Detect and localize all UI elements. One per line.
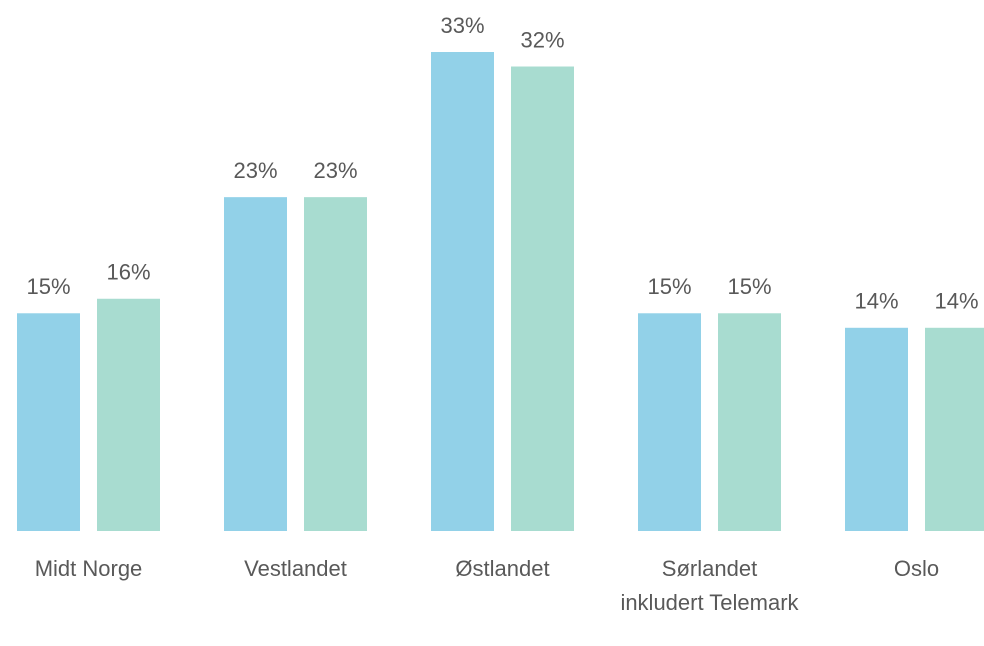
bar — [638, 313, 701, 531]
bar — [511, 66, 574, 532]
bar — [97, 298, 160, 531]
value-label: 14% — [854, 289, 898, 314]
value-label: 14% — [934, 289, 978, 314]
value-label: 16% — [106, 260, 150, 285]
value-label: 32% — [520, 27, 564, 52]
value-label: 33% — [440, 13, 484, 38]
bar — [224, 197, 287, 531]
value-label: 23% — [233, 158, 277, 183]
x-tick-label: Midt Norge — [34, 556, 143, 581]
value-label: 15% — [26, 274, 70, 299]
bar — [925, 327, 984, 531]
value-label: 15% — [647, 274, 691, 299]
x-tick-label: Vestlandet — [244, 556, 347, 581]
x-tick-label: Østlandet — [455, 556, 550, 581]
bar — [17, 313, 80, 531]
bar — [304, 197, 367, 531]
value-label: 23% — [313, 158, 357, 183]
bar — [718, 313, 781, 531]
x-tick-label: Sørlandet inkludert Telemark — [620, 556, 799, 615]
bar — [845, 327, 908, 531]
x-tick-label: Oslo — [893, 556, 940, 581]
bar — [431, 52, 494, 531]
value-label: 15% — [727, 274, 771, 299]
